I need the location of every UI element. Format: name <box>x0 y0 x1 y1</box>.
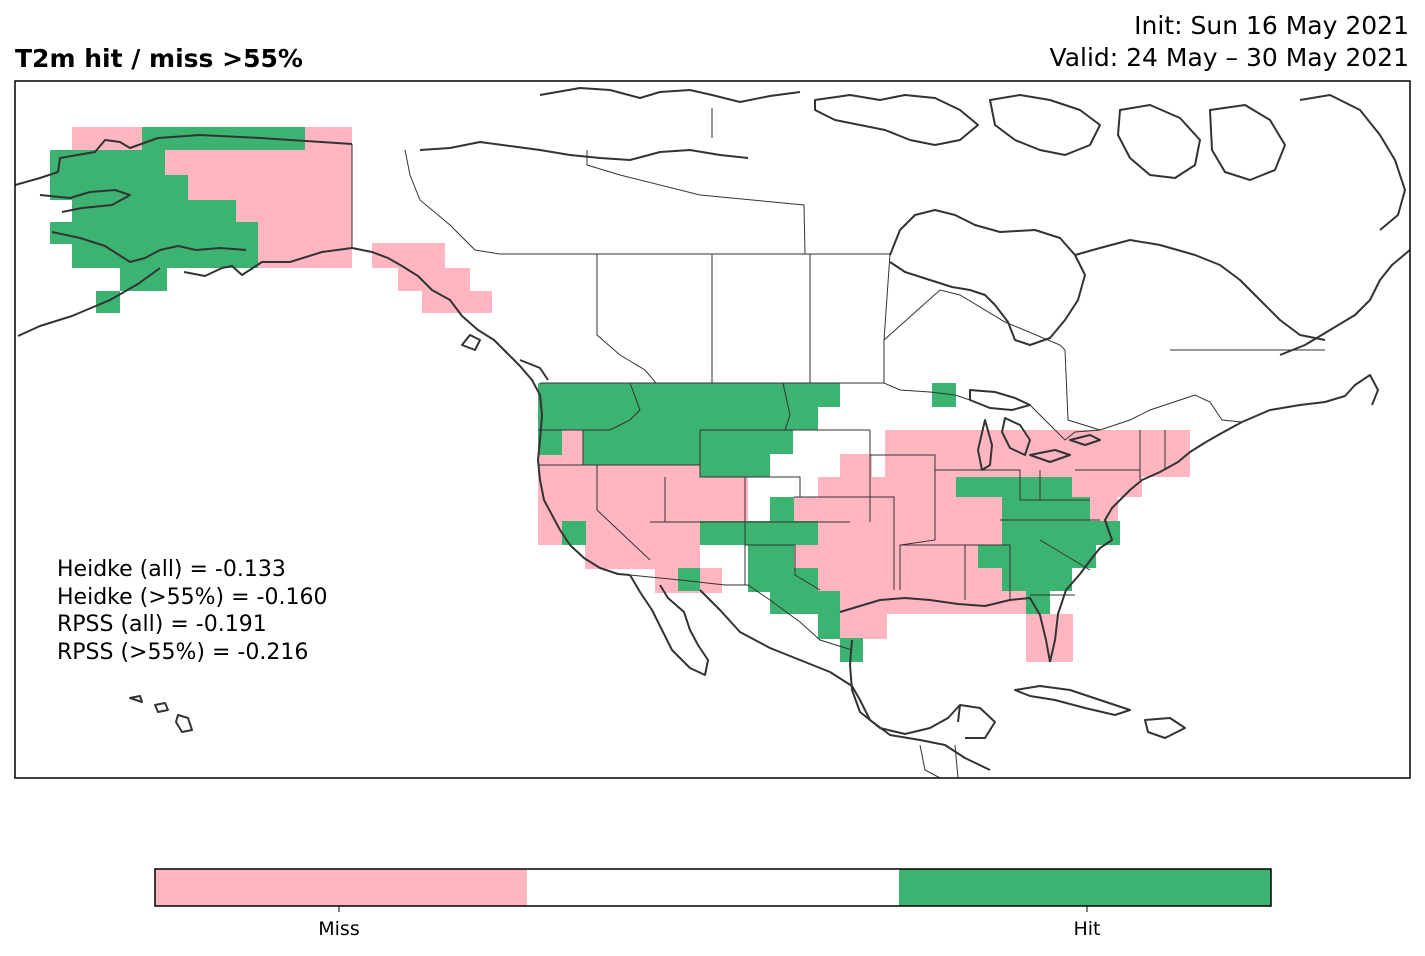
forecast-grid <box>50 127 1190 662</box>
grid-cell-miss <box>840 612 887 639</box>
grid-cell-hit <box>50 175 188 200</box>
grid-cell-hit <box>748 568 818 592</box>
grid-cell-hit <box>50 150 165 175</box>
grid-cell-miss <box>1090 496 1118 521</box>
grid-cell-miss <box>585 521 700 569</box>
grid-cell-miss <box>188 175 352 200</box>
grid-cell-miss <box>794 545 978 570</box>
grid-cell-hit <box>700 521 748 545</box>
grid-cell-hit <box>770 591 840 614</box>
grid-cell-miss <box>398 268 470 291</box>
colorbar-hit-segment <box>899 869 1271 906</box>
colorbar <box>154 868 1272 912</box>
grid-cell-neutral <box>748 497 770 521</box>
grid-cell-hit <box>562 521 586 545</box>
grid-cell-hit <box>978 545 1096 568</box>
grid-cell-hit <box>538 430 562 455</box>
grid-cell-hit <box>700 454 770 477</box>
grid-cell-hit <box>96 291 120 313</box>
rpss-55: RPSS (>55%) = -0.216 <box>57 639 309 665</box>
grid-cell-hit <box>956 477 1072 497</box>
grid-cell-miss <box>422 291 492 313</box>
grid-cell-hit <box>142 127 305 150</box>
grid-cell-neutral <box>722 545 748 593</box>
grid-cell-hit <box>748 521 818 545</box>
grid-cell-hit <box>770 497 794 522</box>
grid-cell-miss <box>305 127 352 150</box>
heidke-all: Heidke (all) = -0.133 <box>57 557 286 582</box>
grid-cell-hit <box>678 568 700 591</box>
skill-scores: Heidke (all) = -0.133 Heidke (>55%) = -0… <box>57 556 327 666</box>
grid-cell-neutral <box>794 430 840 454</box>
grid-cell-miss <box>1072 477 1142 497</box>
grid-cell-hit <box>748 545 794 568</box>
grid-cell-miss <box>840 591 1028 614</box>
init-date: Init: Sun 16 May 2021 <box>1134 11 1409 40</box>
grid-cell-hit <box>72 244 258 268</box>
grid-cell-miss <box>840 454 872 479</box>
colorbar-frame <box>154 868 1272 907</box>
grid-cell-hit <box>818 614 840 639</box>
valid-date: Valid: 24 May – 30 May 2021 <box>1049 43 1409 72</box>
grid-cell-hit <box>1002 568 1072 591</box>
grid-cell-neutral <box>770 454 840 477</box>
chart-title: T2m hit / miss >55% <box>15 44 303 73</box>
grid-cell-neutral <box>748 477 818 497</box>
colorbar-neutral-segment <box>527 869 899 906</box>
grid-cell-hit <box>538 407 818 430</box>
grid-cell-hit <box>1002 497 1090 521</box>
colorbar-label-hit: Hit <box>1073 918 1101 940</box>
colorbar-label-miss: Miss <box>318 918 360 940</box>
grid-cell-miss <box>258 222 352 268</box>
rpss-all: RPSS (all) = -0.191 <box>57 612 267 637</box>
grid-cell-hit <box>1026 591 1050 614</box>
grid-cell-miss <box>236 200 352 222</box>
grid-cell-hit <box>538 383 840 407</box>
map-frame <box>14 80 1411 779</box>
political-borders <box>351 108 1325 778</box>
coastlines <box>15 87 1410 771</box>
grid-cell-miss <box>165 150 352 175</box>
colorbar-miss-segment <box>155 869 527 906</box>
grid-cell-miss <box>818 568 1004 592</box>
grid-cell-miss <box>818 521 1003 546</box>
grid-cell-hit <box>50 222 258 244</box>
date-info: Init: Sun 16 May 2021 Valid: 24 May – 30… <box>1050 10 1409 74</box>
grid-cell-hit <box>1002 521 1120 545</box>
grid-cell-hit <box>72 200 236 222</box>
heidke-55: Heidke (>55%) = -0.160 <box>57 584 328 610</box>
grid-cell-miss <box>538 521 562 545</box>
